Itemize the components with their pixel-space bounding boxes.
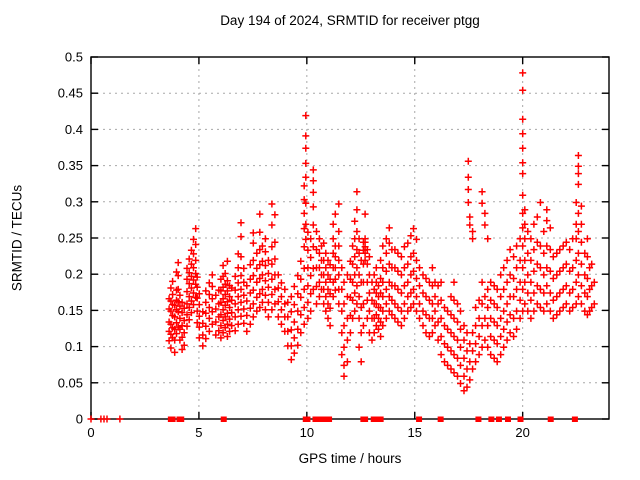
svg-text:5: 5 <box>195 425 202 440</box>
x-axis-label: GPS time / hours <box>298 451 402 466</box>
svg-text:0.25: 0.25 <box>58 231 83 246</box>
svg-text:0.1: 0.1 <box>65 339 83 354</box>
svg-text:0.45: 0.45 <box>58 86 83 101</box>
chart-title: Day 194 of 2024, SRMTID for receiver ptg… <box>220 13 480 28</box>
svg-text:0.05: 0.05 <box>58 375 83 390</box>
svg-text:0.5: 0.5 <box>65 50 83 65</box>
svg-text:0.35: 0.35 <box>58 158 83 173</box>
svg-text:0.2: 0.2 <box>65 267 83 282</box>
svg-text:0: 0 <box>87 425 94 440</box>
svg-text:0: 0 <box>76 412 83 427</box>
svg-text:0.3: 0.3 <box>65 194 83 209</box>
svg-text:15: 15 <box>408 425 422 440</box>
svg-text:0.15: 0.15 <box>58 303 83 318</box>
tick-labels: 0 0.05 0.1 0.15 0.2 0.25 0.3 0.35 0.4 0.45 0.5 0 5 10… <box>58 50 530 441</box>
svg-text:0.4: 0.4 <box>65 122 83 137</box>
data-points <box>87 69 598 423</box>
svg-text:10: 10 <box>300 425 314 440</box>
svg-text:20: 20 <box>515 425 529 440</box>
